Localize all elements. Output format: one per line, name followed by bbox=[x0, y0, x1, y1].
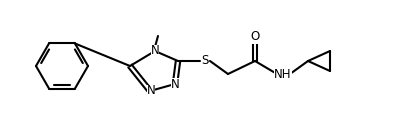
Text: O: O bbox=[250, 30, 260, 43]
Text: N: N bbox=[171, 77, 179, 90]
Text: NH: NH bbox=[274, 68, 292, 81]
Text: N: N bbox=[151, 44, 160, 57]
Text: S: S bbox=[201, 55, 209, 68]
Text: N: N bbox=[147, 85, 156, 98]
